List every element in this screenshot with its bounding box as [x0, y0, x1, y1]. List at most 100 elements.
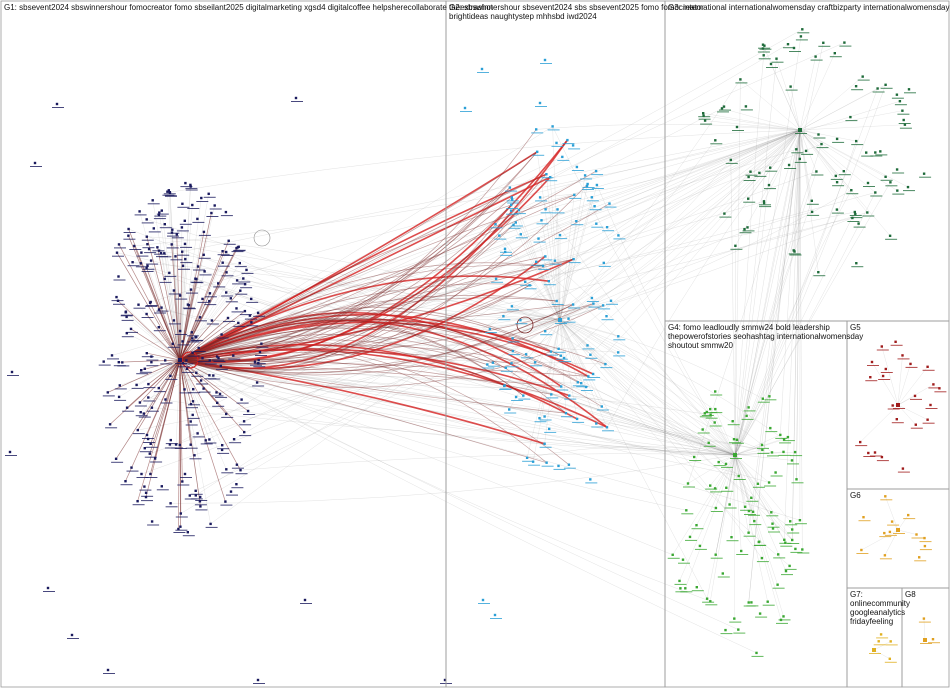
undefined [511, 306, 736, 456]
network-node [747, 406, 750, 409]
node-label-bar [794, 161, 807, 163]
network-node [189, 420, 192, 423]
gray-edge [179, 359, 194, 390]
network-node [595, 422, 598, 425]
node-label-bar [870, 155, 883, 157]
node-label-bar [193, 351, 206, 352]
network-node [201, 356, 204, 360]
undefined [538, 129, 801, 239]
red-edge [179, 319, 608, 428]
network-node [256, 678, 260, 682]
gray-edge [799, 129, 813, 201]
gray-edge [799, 88, 878, 131]
network-node [562, 356, 566, 360]
node-label-bar [568, 307, 581, 309]
node-label-bar [145, 477, 158, 478]
gray-edge [179, 184, 191, 361]
node-label-bar [719, 109, 731, 111]
network-node [883, 531, 886, 535]
network-node [127, 234, 130, 237]
node-label-bar [522, 460, 535, 462]
gray-edge [799, 56, 816, 131]
node-label-bar [700, 123, 713, 125]
network-node [750, 601, 753, 604]
network-node [870, 360, 874, 364]
undefined [748, 129, 801, 603]
node-label-bar [733, 479, 746, 480]
network-node [679, 587, 682, 590]
red-edge [179, 151, 538, 361]
node-label-bar [217, 265, 230, 267]
node-label-bar [903, 518, 916, 520]
red-edge [146, 352, 181, 361]
network-node [169, 502, 172, 505]
network-node [867, 451, 870, 455]
red-edge [179, 314, 567, 414]
network-node [199, 379, 203, 382]
network-node [133, 244, 136, 248]
node-label-bar [762, 604, 775, 606]
network-node [693, 455, 696, 459]
network-node [877, 640, 880, 643]
gray-edge [511, 306, 561, 321]
node-label-bar [591, 226, 604, 228]
node-label-bar [870, 455, 882, 457]
node-label-bar [785, 89, 798, 91]
node-label-bar [758, 58, 771, 60]
node-label-bar [185, 447, 198, 449]
node-label-bar [144, 252, 157, 254]
node-label-bar [300, 603, 312, 604]
network-node [895, 418, 898, 421]
node-label-bar [869, 653, 881, 654]
gray-edge [776, 58, 801, 131]
node-label-bar [233, 249, 246, 251]
gray-edge [734, 454, 772, 513]
gray-edge [718, 454, 736, 463]
node-label-bar [164, 447, 177, 449]
node-label-bar [506, 309, 519, 311]
network-node [835, 208, 839, 211]
undefined [511, 129, 801, 364]
network-node [898, 100, 902, 103]
network-node [747, 531, 750, 534]
network-node [855, 262, 858, 265]
network-node [560, 385, 563, 388]
undefined [548, 129, 801, 282]
node-label-bar [545, 354, 558, 356]
network-node [184, 181, 187, 185]
gray-edge [768, 129, 801, 186]
node-label-bar [851, 89, 864, 91]
network-node [160, 485, 163, 488]
cluster-label-g8: G8 [905, 590, 916, 599]
gray-edge [734, 454, 784, 617]
network-node [891, 404, 894, 407]
node-label-bar [790, 455, 803, 457]
network-node [729, 158, 732, 162]
gray-edge [544, 319, 561, 444]
node-label-bar [862, 215, 875, 217]
network-node [713, 487, 717, 490]
node-label-bar [601, 319, 614, 321]
node-label-bar [223, 243, 236, 245]
node-label-bar [177, 344, 190, 346]
network-node [145, 312, 148, 316]
gray-edge [799, 129, 857, 142]
undefined [179, 143, 822, 361]
node-label-bar [557, 159, 570, 161]
network-node [698, 544, 702, 548]
network-node [125, 406, 129, 409]
network-node [571, 144, 575, 147]
network-node [777, 553, 780, 556]
node-label-bar [221, 275, 234, 277]
network-node [169, 438, 172, 442]
network-node [586, 182, 589, 186]
network-node [145, 266, 148, 270]
node-label-bar [190, 339, 203, 341]
node-label-bar [740, 509, 753, 511]
node-label-bar [186, 335, 199, 337]
network-node [724, 628, 727, 632]
network-node [557, 464, 560, 468]
network-node [901, 467, 905, 470]
node-label-bar [911, 537, 924, 539]
node-label-bar [727, 424, 740, 426]
